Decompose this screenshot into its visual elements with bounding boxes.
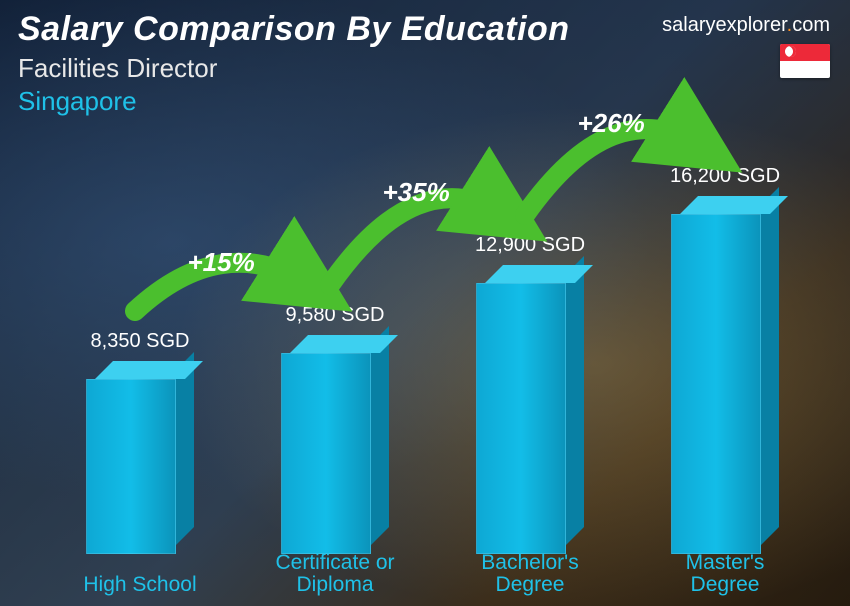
arrow-percent-label: +26% <box>578 108 645 139</box>
title-main: Salary Comparison By Education <box>18 10 570 49</box>
header: Salary Comparison By Education Facilitie… <box>18 10 570 117</box>
increase-arrow-icon <box>525 129 700 215</box>
flag-singapore-icon <box>780 44 830 78</box>
bar-chart: 8,350 SGDHigh School9,580 SGDCertificate… <box>35 134 815 554</box>
brand-tld: com <box>792 14 830 36</box>
brand-logo: salaryexplorer.com <box>662 14 830 37</box>
bar-label: High School <box>50 574 230 596</box>
title-country: Singapore <box>18 86 570 117</box>
arrow-percent-label: +15% <box>188 247 255 278</box>
increase-arrow-icon <box>330 198 505 285</box>
bar-label: Bachelor'sDegree <box>440 552 620 596</box>
bar-label: Certificate orDiploma <box>245 552 425 596</box>
arrow-percent-label: +35% <box>383 177 450 208</box>
title-subtitle: Facilities Director <box>18 53 570 84</box>
brand-name: salaryexplorer <box>662 14 787 36</box>
bar-label: Master'sDegree <box>635 552 815 596</box>
